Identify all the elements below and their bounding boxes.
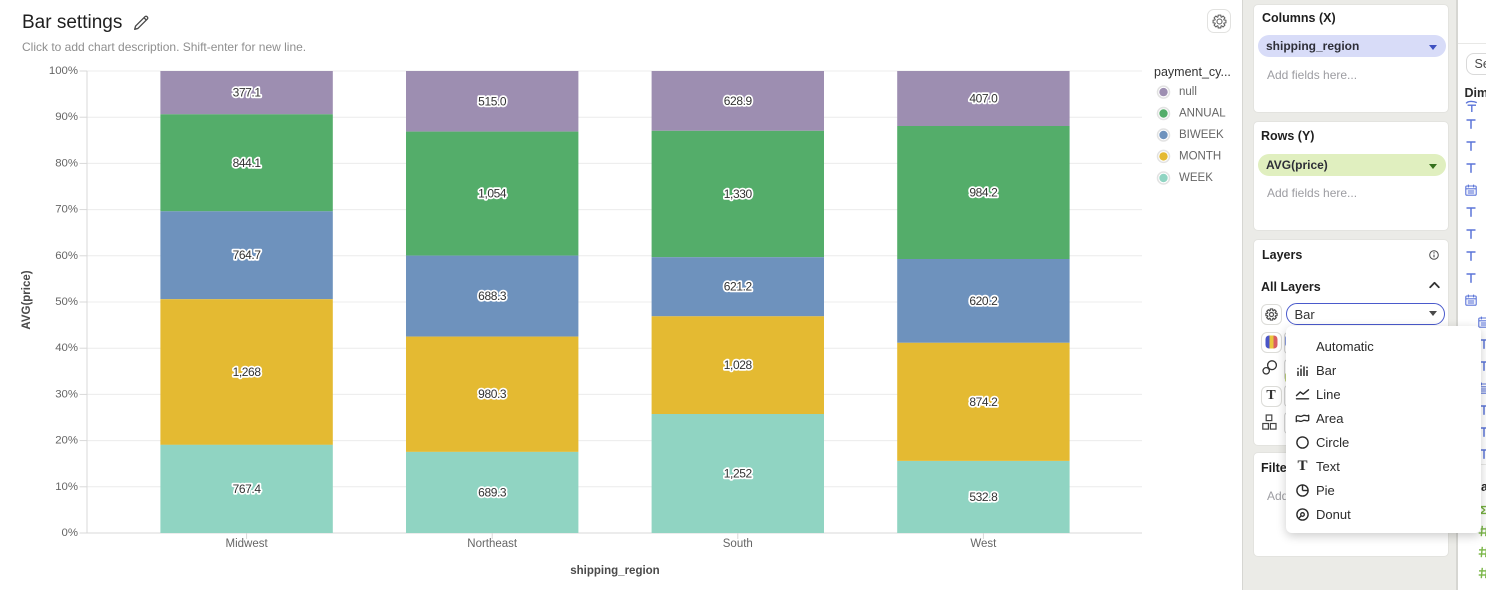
svg-text:payment_cy...: payment_cy... (1154, 65, 1231, 79)
svg-text:874.2: 874.2 (969, 395, 998, 409)
svg-text:1,054: 1,054 (478, 187, 507, 201)
svg-text:532.8: 532.8 (969, 490, 998, 504)
svg-text:West: West (970, 538, 997, 550)
svg-text:764.7: 764.7 (233, 248, 262, 262)
svg-text:80%: 80% (55, 157, 78, 169)
svg-text:1,268: 1,268 (233, 365, 262, 379)
svg-text:30%: 30% (55, 388, 78, 400)
svg-text:377.1: 377.1 (233, 86, 262, 100)
svg-text:980.3: 980.3 (478, 387, 507, 401)
svg-text:767.4: 767.4 (233, 482, 262, 496)
svg-text:null: null (1179, 86, 1197, 98)
svg-text:50%: 50% (55, 296, 78, 308)
svg-text:844.1: 844.1 (233, 156, 262, 170)
svg-text:60%: 60% (55, 250, 78, 262)
svg-text:100%: 100% (49, 65, 78, 77)
svg-text:AVG(price): AVG(price) (21, 270, 33, 329)
svg-text:628.9: 628.9 (724, 94, 753, 108)
svg-text:BIWEEK: BIWEEK (1179, 129, 1224, 141)
svg-text:621.2: 621.2 (724, 280, 753, 294)
svg-text:ANNUAL: ANNUAL (1179, 108, 1226, 120)
svg-text:90%: 90% (55, 111, 78, 123)
svg-text:South: South (723, 538, 753, 550)
svg-text:70%: 70% (55, 204, 78, 216)
svg-text:407.0: 407.0 (969, 92, 998, 106)
svg-text:515.0: 515.0 (478, 94, 507, 108)
svg-text:1,330: 1,330 (724, 187, 753, 201)
svg-text:MONTH: MONTH (1179, 150, 1221, 162)
svg-text:WEEK: WEEK (1179, 172, 1213, 184)
svg-text:40%: 40% (55, 342, 78, 354)
svg-text:620.2: 620.2 (969, 294, 998, 308)
svg-text:Northeast: Northeast (467, 538, 518, 550)
svg-text:1,252: 1,252 (724, 467, 753, 481)
svg-text:20%: 20% (55, 435, 78, 447)
svg-text:0%: 0% (62, 527, 78, 539)
svg-text:984.2: 984.2 (969, 186, 998, 200)
svg-text:shipping_region: shipping_region (570, 565, 659, 577)
svg-text:689.3: 689.3 (478, 486, 507, 500)
svg-text:Midwest: Midwest (226, 538, 269, 550)
svg-text:688.3: 688.3 (478, 289, 507, 303)
svg-text:1,028: 1,028 (724, 358, 753, 372)
svg-text:10%: 10% (55, 481, 78, 493)
